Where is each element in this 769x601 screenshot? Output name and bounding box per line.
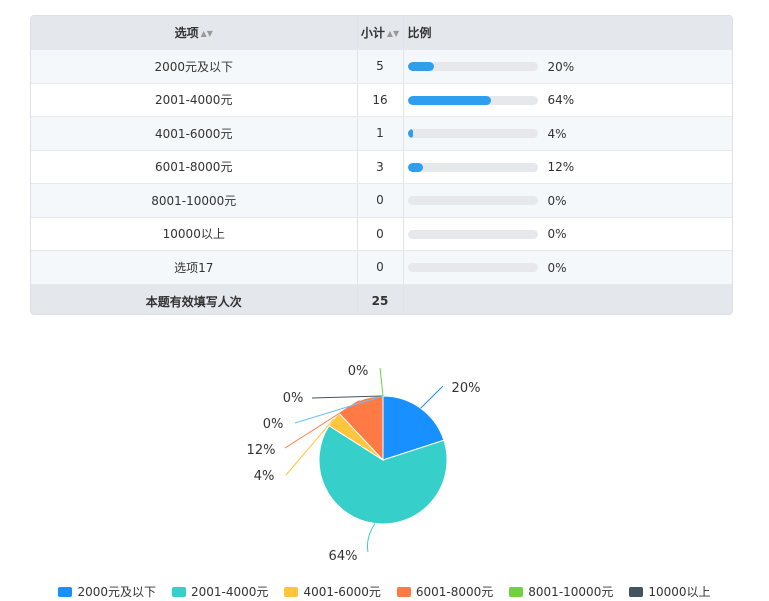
header-count[interactable]: 小计 ▲▼: [356, 16, 404, 50]
pie-leader-line: [285, 418, 335, 476]
ratio-cell: 20%: [403, 49, 732, 84]
percent-label: 12%: [547, 160, 575, 174]
legend-item[interactable]: 10000以上: [629, 583, 711, 600]
table-row: 6001-8000元 3 12%: [31, 150, 732, 184]
pie-slice[interactable]: [382, 395, 445, 461]
pie-data-label: 0%: [263, 417, 284, 432]
progress-track: [407, 196, 538, 205]
legend-item[interactable]: 2000元及以下: [58, 583, 156, 600]
progress-track: [407, 62, 538, 71]
sort-icon[interactable]: ▲▼: [200, 29, 213, 38]
percent-label: 20%: [547, 59, 575, 74]
percent-label: 64%: [547, 93, 575, 107]
option-label: 8001-10000元: [31, 183, 357, 218]
pie-leader-line: [311, 395, 384, 399]
progress-track: [407, 95, 538, 105]
footer-empty-cell: [403, 284, 732, 314]
option-label: 2000元及以下: [31, 49, 357, 84]
option-count: 0: [356, 250, 404, 285]
progress-track: [407, 263, 538, 272]
legend-label: 6001-8000元: [415, 585, 494, 599]
ratio-cell: 0%: [403, 250, 732, 285]
legend-item[interactable]: 4001-6000元: [284, 583, 381, 600]
option-count: 5: [356, 49, 404, 84]
percent-label: 0%: [547, 193, 567, 208]
legend-label: 10000以上: [648, 585, 711, 599]
option-count: 3: [356, 150, 404, 184]
option-count: 0: [356, 217, 404, 251]
pie-chart: 20% 64% 4% 12% 0% 0% 0%: [247, 364, 481, 564]
legend-swatch: [58, 586, 73, 597]
header-option-label: 选项: [174, 26, 199, 40]
table-row: 2001-4000元 16 64%: [31, 83, 732, 117]
header-option[interactable]: 选项 ▲▼: [31, 16, 357, 50]
legend-item[interactable]: 6001-8000元: [396, 583, 494, 600]
legend-label: 2001-4000元: [191, 585, 269, 599]
table-row: 8001-10000元 0 0%: [31, 183, 732, 218]
table-header-row: 选项 ▲▼ 小计 ▲▼ 比例: [31, 16, 732, 50]
sort-icon[interactable]: ▲▼: [386, 29, 400, 38]
table-row: 2000元及以下 5 20%: [31, 49, 732, 84]
pie-leader-line: [366, 523, 376, 553]
total-count: 25: [356, 284, 404, 314]
pie-data-label: 64%: [329, 549, 358, 564]
table-row: 4001-6000元 1 4%: [31, 116, 732, 151]
table-row: 10000以上 0 0%: [31, 217, 732, 251]
progress-fill: [407, 62, 434, 71]
progress-track: [407, 162, 538, 172]
total-label: 本题有效填写人次: [31, 284, 357, 314]
legend-label: 4001-6000元: [303, 585, 381, 599]
ratio-cell: 12%: [403, 150, 732, 184]
legend-swatch: [172, 586, 187, 597]
progress-track: [407, 129, 538, 138]
legend-swatch: [284, 586, 299, 597]
pie-slice[interactable]: [318, 425, 448, 525]
pie-leader-line: [379, 367, 384, 397]
option-label: 2001-4000元: [31, 83, 357, 117]
pie-leader-line: [420, 385, 444, 409]
legend-label: 2000元及以下: [77, 585, 157, 599]
option-count: 0: [356, 183, 404, 218]
percent-label: 0%: [547, 227, 567, 241]
option-label: 10000以上: [31, 217, 357, 251]
legend-swatch: [396, 586, 411, 597]
option-count: 1: [356, 116, 404, 151]
ratio-cell: 64%: [403, 83, 732, 117]
table-row: 选项17 0 0%: [31, 250, 732, 285]
option-count: 16: [356, 83, 404, 117]
pie-data-label: 0%: [348, 364, 369, 379]
ratio-cell: 0%: [403, 217, 732, 251]
percent-label: 0%: [547, 260, 567, 275]
pie-data-label: 4%: [254, 469, 275, 484]
pie-data-label: 12%: [247, 443, 276, 458]
pie-data-label: 20%: [452, 381, 481, 396]
stats-table: 选项 ▲▼ 小计 ▲▼ 比例 2000元及以下 5 20% 2001-4000元 1…: [31, 16, 732, 314]
legend-label: 8001-10000元: [528, 585, 614, 599]
progress-fill: [407, 129, 413, 138]
header-ratio-label: 比例: [407, 26, 432, 40]
legend-swatch: [509, 586, 524, 597]
option-label: 选项17: [31, 250, 357, 285]
progress-fill: [407, 162, 424, 172]
option-label: 6001-8000元: [31, 150, 357, 184]
pie-data-label: 0%: [283, 391, 304, 406]
ratio-cell: 4%: [403, 116, 732, 151]
header-count-label: 小计: [360, 26, 385, 40]
chart-legend: 2000元及以下 2001-4000元 4001-6000元 6001-8000元 80…: [0, 583, 769, 601]
progress-track: [407, 229, 538, 239]
percent-label: 4%: [547, 126, 567, 141]
option-label: 4001-6000元: [31, 116, 357, 151]
legend-item[interactable]: 2001-4000元: [172, 583, 268, 600]
header-ratio: 比例: [403, 16, 732, 50]
stats-table-container: 选项 ▲▼ 小计 ▲▼ 比例 2000元及以下 5 20% 2001-4000元 1…: [30, 15, 733, 315]
ratio-cell: 0%: [403, 183, 732, 218]
pie-leader-line: [294, 395, 384, 424]
progress-fill: [407, 95, 491, 105]
legend-swatch: [629, 586, 644, 597]
table-footer-row: 本题有效填写人次 25: [31, 284, 732, 314]
legend-item[interactable]: 8001-10000元: [509, 583, 613, 600]
